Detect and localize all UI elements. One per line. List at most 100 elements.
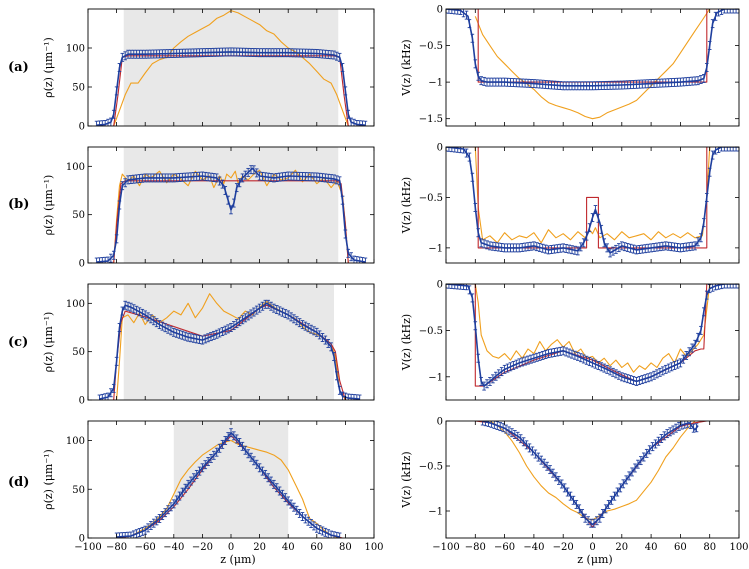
y-tick-label: 0 [79, 534, 85, 545]
y-axis-label: V(z) (kHz) [400, 451, 413, 508]
panel-(a)-density: 0 50 100 ρ(z) (μm⁻¹) [42, 8, 375, 133]
plot-area [94, 10, 368, 126]
x-tick-label: 60 [310, 542, 323, 553]
plot-area [94, 165, 368, 263]
series-measured-line [446, 9, 739, 87]
x-tick-label: 0 [589, 542, 595, 553]
y-tick-label: 100 [66, 299, 85, 310]
series-reference-line [102, 293, 360, 400]
x-tick-label: −100 [432, 542, 459, 553]
x-tick-label: 40 [282, 542, 295, 553]
x-tick-label: −20 [192, 542, 213, 553]
x-tick-label: −80 [106, 542, 127, 553]
series-measured-line [446, 147, 739, 254]
x-tick-label: 20 [615, 542, 628, 553]
errorbar-group [94, 47, 368, 126]
shaded-region [123, 9, 339, 126]
x-tick-label: 60 [674, 542, 687, 553]
series-measured-line [446, 284, 739, 387]
plot-area [446, 284, 739, 391]
x-tick-label: −20 [553, 542, 574, 553]
x-tick-label: 40 [645, 542, 658, 553]
plot-area [475, 421, 707, 528]
panel-(a)-potential: 0 −0.5 −1 −1.5 V(z) (kHz) [400, 5, 740, 127]
series-reference-line [95, 169, 367, 263]
errorbar-group [114, 428, 342, 538]
y-tick-label: 0 [437, 5, 443, 16]
y-tick-label: −0.5 [419, 193, 443, 204]
x-tick-label: −40 [523, 542, 544, 553]
x-tick-label: −80 [465, 542, 486, 553]
y-tick-label: 0 [79, 396, 85, 407]
panel-(b)-potential: 0 −0.5 −1 V(z) (kHz) [400, 143, 740, 264]
plot-area [114, 428, 343, 538]
row-label-c: (c) [8, 335, 28, 350]
y-axis-label: V(z) (kHz) [400, 39, 413, 96]
x-tick-label: 80 [703, 542, 716, 553]
y-tick-label: −0.5 [419, 41, 443, 52]
panel-(c)-density: 0 50 100 ρ(z) (μm⁻¹) [42, 283, 375, 407]
errorbar-group [480, 421, 699, 528]
plot-area [446, 9, 739, 120]
shaded-region [123, 284, 334, 400]
y-tick-label: 0 [79, 259, 85, 270]
panel-(d)-density: −100 −80 −60 −40 −20 0 20 40 60 80 100 0 50 100 ρ(z) (… [42, 420, 384, 553]
y-tick-label: 50 [72, 210, 85, 221]
y-tick-label: 50 [72, 485, 85, 496]
panel-(c)-potential: 0 −0.5 −1 V(z) (kHz) [400, 280, 740, 401]
y-tick-label: 100 [66, 162, 85, 173]
x-tick-label: −40 [163, 542, 184, 553]
figure-labels: (a) (b) (c) (d) z (μm) z (μm) [8, 60, 613, 566]
errorbar-group [446, 147, 739, 258]
x-tick-label: −60 [494, 542, 515, 553]
x-tick-label: 80 [339, 542, 352, 553]
y-axis-label: V(z) (kHz) [400, 314, 413, 371]
series-reference-line [474, 9, 711, 120]
chart-panels: 0 50 100 ρ(z) (μm⁻¹) 0 −0.5 −1 −1.5 V(z) (kHz) 0 5… [42, 5, 749, 554]
x-tick-label: −60 [135, 542, 156, 553]
row-label-d: (d) [8, 475, 29, 490]
y-tick-label: −0.5 [419, 462, 443, 473]
y-axis-label: ρ(z) (μm⁻¹) [42, 449, 55, 510]
y-tick-label: 0 [437, 417, 443, 428]
y-axis-label: V(z) (kHz) [400, 177, 413, 234]
series-model-line [446, 284, 739, 387]
y-tick-label: 0 [79, 122, 85, 133]
y-tick-label: 0 [437, 280, 443, 291]
x-axis-label-right: z (μm) [577, 553, 612, 566]
y-tick-label: 0 [437, 143, 443, 154]
y-tick-label: 50 [72, 83, 85, 94]
series-reference-line [474, 147, 711, 244]
y-tick-label: −1 [428, 243, 443, 254]
y-tick-label: 100 [66, 44, 85, 55]
plot-area [446, 147, 739, 258]
panel-(d)-potential: −100 −80 −60 −40 −20 0 20 40 60 80 100 0 −0.5 −1 V(z) … [400, 417, 749, 554]
y-tick-label: −1.5 [419, 114, 443, 125]
y-axis-label: ρ(z) (μm⁻¹) [42, 37, 55, 98]
panel-(b)-density: 0 50 100 ρ(z) (μm⁻¹) [42, 146, 375, 270]
series-measured-line [482, 421, 699, 526]
x-axis-label-left: z (μm) [220, 553, 255, 566]
y-tick-label: −0.5 [419, 326, 443, 337]
series-model-line [475, 421, 707, 528]
y-tick-label: −1 [428, 372, 443, 383]
errorbar-group [446, 9, 739, 91]
y-tick-label: 100 [66, 436, 85, 447]
y-tick-label: 50 [72, 347, 85, 358]
y-axis-label: ρ(z) (μm⁻¹) [42, 175, 55, 236]
x-tick-label: −100 [74, 542, 101, 553]
errorbar-group [94, 165, 368, 263]
x-tick-label: 20 [253, 542, 266, 553]
errorbar-group [446, 284, 739, 391]
row-label-a: (a) [8, 60, 29, 75]
x-tick-label: 100 [729, 542, 748, 553]
x-tick-label: 0 [228, 542, 234, 553]
x-tick-label: 100 [364, 542, 383, 553]
shaded-region [123, 147, 339, 263]
axes-frame [445, 8, 740, 127]
y-tick-label: −1 [428, 507, 443, 518]
y-tick-label: −1 [428, 78, 443, 89]
series-reference-line [489, 421, 696, 521]
y-axis-label: ρ(z) (μm⁻¹) [42, 312, 55, 373]
